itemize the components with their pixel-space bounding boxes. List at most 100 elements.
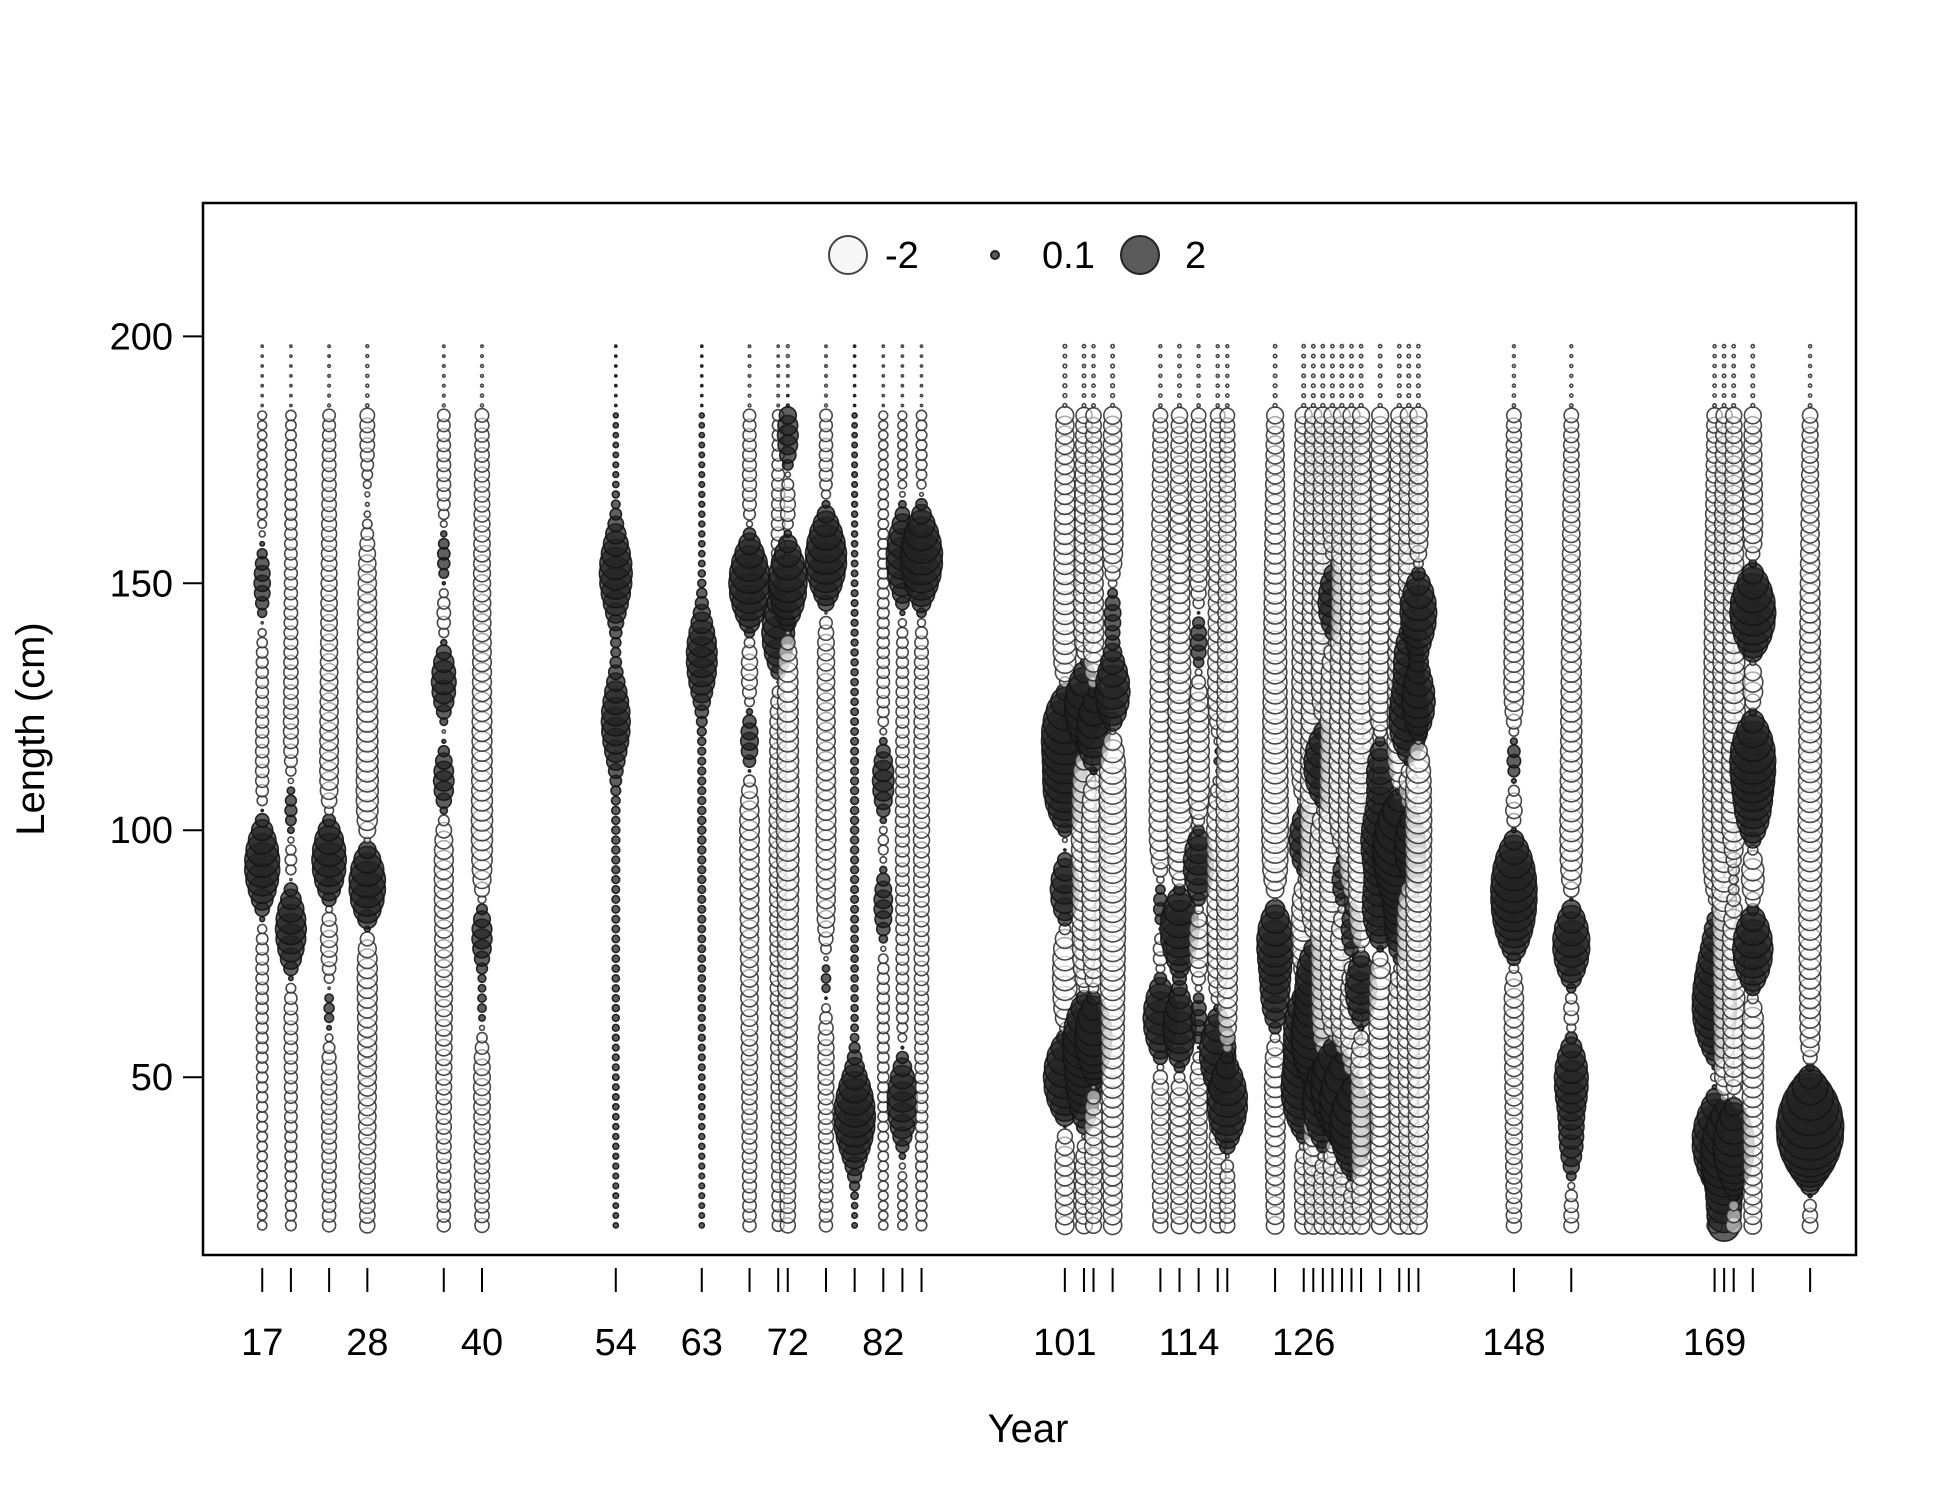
residual-bubble <box>1415 363 1421 369</box>
residual-bubble <box>697 1033 706 1042</box>
residual-bubble <box>877 1160 890 1172</box>
residual-bubble <box>851 421 858 429</box>
residual-bubble <box>1215 353 1220 359</box>
legend-bubble <box>828 235 868 275</box>
residual-bubble <box>1567 1181 1576 1191</box>
residual-bubble <box>875 743 891 759</box>
residual-bubble <box>878 825 888 835</box>
residual-bubble <box>785 353 790 359</box>
residual-bubble <box>919 383 924 388</box>
residual-bubble <box>1062 383 1068 389</box>
residual-bubble <box>610 845 621 855</box>
residual-bubble <box>441 363 446 369</box>
residual-bubble <box>1301 353 1307 359</box>
residual-bubble <box>698 1152 706 1160</box>
residual-bubble <box>1416 343 1421 349</box>
residual-bubble <box>881 373 886 378</box>
residual-bubble <box>850 1023 860 1033</box>
residual-bubble <box>258 530 267 538</box>
residual-bubble <box>849 785 860 796</box>
residual-bubble <box>611 1122 620 1131</box>
residual-bubble <box>1731 402 1737 409</box>
residual-bubble <box>697 1093 706 1102</box>
residual-bubble <box>696 805 707 816</box>
residual-bubble <box>823 363 829 369</box>
residual-bubble <box>1109 383 1116 389</box>
residual-bubble <box>1728 874 1740 885</box>
residual-bubble <box>1310 363 1316 369</box>
residual-bubble <box>698 461 706 469</box>
residual-bubble <box>823 354 828 359</box>
residual-bubble <box>364 403 370 408</box>
residual-bubble <box>1196 383 1201 389</box>
residual-bubble <box>283 991 298 1006</box>
residual-bubble <box>611 1112 620 1121</box>
residual-bubble <box>850 1201 859 1210</box>
residual-bubble <box>697 1023 706 1033</box>
year-column <box>1159 343 1200 1235</box>
residual-bubble <box>357 840 377 860</box>
legend-label: -2 <box>885 235 919 277</box>
residual-bubble <box>849 736 860 746</box>
residual-bubble <box>1511 393 1517 399</box>
residual-bubble <box>877 459 889 471</box>
residual-bubble <box>899 609 906 617</box>
residual-bubble <box>1509 737 1519 746</box>
residual-bubble <box>877 1210 889 1221</box>
residual-bubble <box>849 1032 860 1043</box>
residual-bubble <box>849 894 860 905</box>
residual-bubble <box>850 628 859 637</box>
residual-bubble <box>1177 383 1183 389</box>
residual-bubble <box>611 1102 620 1111</box>
residual-bubble <box>697 983 707 993</box>
residual-bubble <box>612 431 620 439</box>
residual-bubble <box>1320 402 1326 409</box>
residual-bubble <box>784 471 792 478</box>
residual-bubble <box>477 993 487 1004</box>
residual-bubble <box>287 975 294 982</box>
residual-bubble <box>895 1050 910 1065</box>
residual-bubble <box>256 508 268 520</box>
residual-bubble <box>919 354 924 359</box>
residual-bubble <box>850 638 859 647</box>
residual-bubble <box>284 794 298 807</box>
residual-bubble <box>896 1200 908 1212</box>
residual-bubble <box>849 835 860 845</box>
residual-bubble <box>1152 1069 1169 1085</box>
residual-bubble <box>611 983 621 993</box>
residual-bubble <box>697 914 707 924</box>
residual-bubble <box>1511 363 1517 369</box>
residual-bubble <box>785 403 790 408</box>
residual-bubble <box>783 529 793 539</box>
residual-bubble <box>823 344 828 349</box>
year-column <box>899 344 944 1232</box>
residual-bubble <box>1721 383 1727 389</box>
residual-bubble <box>1301 383 1307 389</box>
residual-bubble <box>1329 402 1336 409</box>
residual-bubble <box>696 825 707 836</box>
residual-bubble <box>776 373 781 378</box>
residual-bubble <box>850 648 859 657</box>
residual-bubble <box>698 421 706 429</box>
residual-bubble <box>900 1045 905 1050</box>
year-column <box>1256 343 1295 1235</box>
residual-bubble <box>1215 403 1221 408</box>
residual-bubble <box>697 569 707 578</box>
residual-bubble <box>256 449 268 461</box>
residual-bubble <box>747 363 752 369</box>
residual-bubble <box>611 1083 620 1092</box>
residual-bubble <box>699 383 704 388</box>
residual-bubble <box>260 344 265 349</box>
residual-bubble <box>284 419 297 432</box>
residual-bubble <box>1320 373 1326 379</box>
residual-bubble <box>1301 363 1307 369</box>
residual-bubble <box>613 383 618 388</box>
residual-bubble <box>896 626 909 639</box>
residual-bubble <box>1225 344 1230 349</box>
residual-bubble <box>1158 373 1163 379</box>
residual-bubble <box>1721 343 1727 349</box>
residual-bubble <box>1377 363 1383 369</box>
residual-bubble <box>897 479 908 490</box>
residual-bubble <box>1731 373 1737 379</box>
residual-bubble <box>698 490 706 499</box>
